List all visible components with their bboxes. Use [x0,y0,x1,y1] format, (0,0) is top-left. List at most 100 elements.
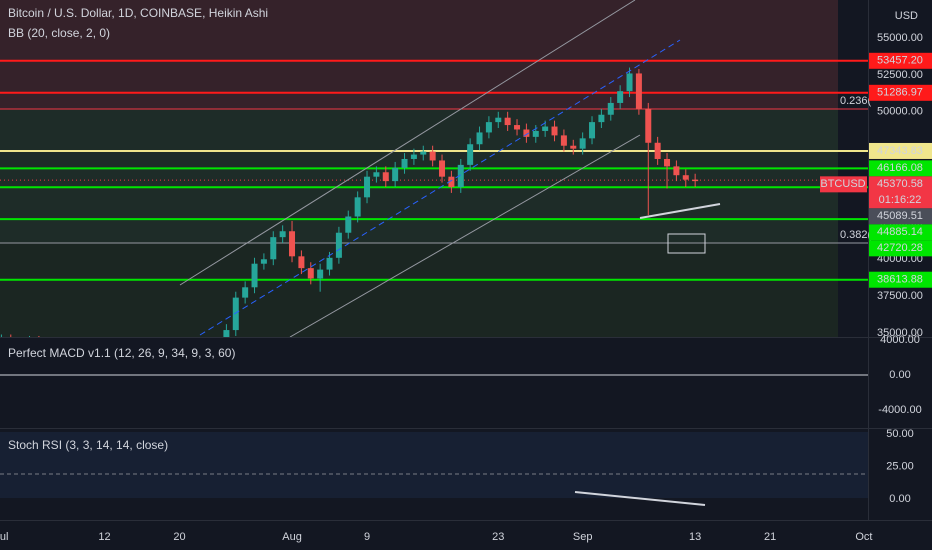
price-label-bg [869,160,932,177]
y-tick-label: -4000.00 [878,404,921,416]
candle-body [298,256,305,269]
x-tick-label: 20 [173,531,185,543]
channel-upper [179,0,636,286]
price-label-bg [869,271,932,288]
candle-body [532,130,539,137]
candle-body [279,231,286,238]
zone-middle [0,109,838,243]
x-tick-label: 21 [764,531,776,543]
candle-body [457,164,464,188]
price-label: 47343.83 [877,145,923,157]
price-label-bg [869,52,932,69]
symbol-tag: BTCUSD [820,178,865,190]
candle-body [551,126,558,136]
candle-body [448,176,455,188]
candle-body [654,142,661,159]
candle-body [485,122,492,133]
channel-lower [289,134,641,337]
candle-body [392,167,399,182]
candle-body [242,287,249,298]
price-label-bg [869,84,932,101]
candle-body [579,138,586,149]
x-tick-label: Sep [573,531,593,543]
price-label: 53457.20 [877,55,923,67]
candle-body [232,297,239,331]
candle-body [560,135,567,146]
fib-label: 0.236( [840,95,872,107]
candle-body [345,216,352,233]
zone-upper [0,0,838,109]
candle-body [373,172,380,177]
price-label: 42720.28 [877,242,923,254]
candle-body [542,126,549,131]
price-label: 45089.51 [877,210,923,222]
candle-body [251,263,258,288]
price-label-bg [869,224,932,241]
candle-body [420,151,427,155]
candle-body [570,145,577,149]
price-label: 38613.88 [877,274,923,286]
y-tick-label: 4000.00 [880,334,920,346]
x-tick-label: Oct [855,531,872,543]
x-tick-label: 9 [364,531,370,543]
y-tick-label: 50000.00 [877,106,923,118]
candle-body [523,129,530,137]
candle-body [270,237,277,260]
x-tick-label: Aug [282,531,302,543]
channel-mid [199,39,681,336]
x-tick-label: 13 [689,531,701,543]
candle-body [223,330,230,337]
rsi-band [0,432,868,498]
candle-body [289,231,296,257]
rsi-trend-line [574,491,706,506]
candle-body [429,151,436,161]
box-drawing [667,233,706,254]
price-label-bg [869,240,932,257]
candle-body [401,158,408,168]
candle-body [354,197,361,217]
y-tick-label: 50.00 [886,428,914,440]
candle-body [382,172,389,182]
candle-body [504,117,511,126]
candle-body [635,73,642,109]
candle-body [664,158,671,167]
candle-body [364,176,371,198]
y-tick-label: 0.00 [889,493,910,505]
y-tick-label: 0.00 [889,369,910,381]
candle-body [439,160,446,177]
chart-title: Bitcoin / U.S. Dollar, 1D, COINBASE, Hei… [8,6,268,20]
price-label-bg [869,142,932,159]
candle-body [589,122,596,139]
y-tick-label: 35000.00 [877,327,923,339]
y-tick-label: 25.00 [886,461,914,473]
candle-body [335,232,342,258]
candle-body [598,114,605,123]
countdown: 01:16:22 [879,194,922,206]
candle-body [307,268,314,279]
trend-line [639,203,721,219]
symbol-tag-bg [820,176,867,193]
x-tick-label: Jul [0,531,8,543]
candle-body [467,144,474,165]
y-tick-label: 37500.00 [877,290,923,302]
x-tick-label: 12 [98,531,110,543]
price-label: 45370.58 [877,178,923,190]
macd-pane [0,338,868,428]
indicator-title: BB (20, close, 2, 0) [8,26,110,40]
candle-body [514,125,521,130]
currency: USD [895,10,918,22]
candle-body [476,132,483,145]
price-label-bg [869,176,932,209]
candle-body [607,102,614,115]
candle-body [410,154,417,159]
candle-body [626,73,633,92]
fib-label: 0.382( [840,229,872,241]
price-label: 44885.14 [877,226,923,238]
candle-body [260,259,267,264]
y-tick-label: 52500.00 [877,69,923,81]
candle-body [692,179,699,182]
candle-body [682,175,689,180]
y-tick-label: 55000.00 [877,32,923,44]
rsi-title: Stoch RSI (3, 3, 14, 14, close) [8,438,168,452]
